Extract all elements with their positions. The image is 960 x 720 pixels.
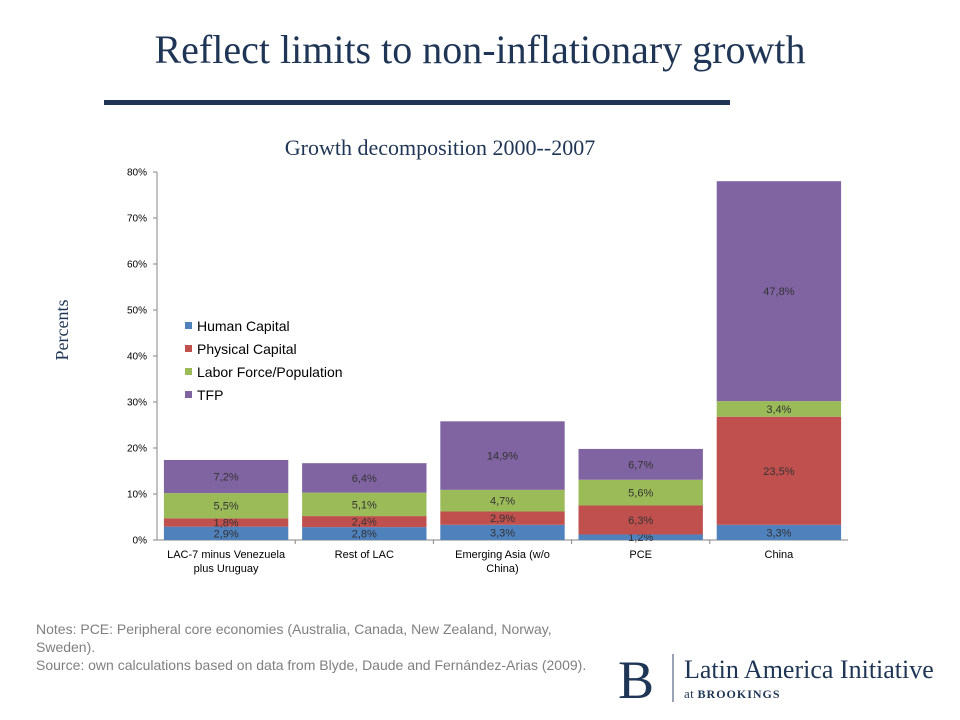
bar-segment xyxy=(440,421,565,490)
data-label: 6,3% xyxy=(628,515,653,527)
legend-label: Human Capital xyxy=(197,318,290,334)
data-label: 2,8% xyxy=(352,529,377,541)
chart-axes: 0% 10% 20% 30% 40% 50% 60% 70% 80% LAC-7 minus Ve… xyxy=(127,168,848,575)
bar-segment xyxy=(578,505,703,535)
bar-segment xyxy=(716,524,842,540)
y-tick-label: 10% xyxy=(127,490,147,501)
bar-segment xyxy=(163,459,289,494)
data-label: 5,5% xyxy=(214,501,239,513)
bar-segment xyxy=(440,524,565,540)
notes-line: Notes: PCE: Peripheral core economies (A… xyxy=(36,621,552,655)
legend-label: Physical Capital xyxy=(197,341,297,357)
legend-swatch xyxy=(185,368,192,375)
data-label: 3,3% xyxy=(766,527,791,539)
bar-segment xyxy=(440,489,565,512)
bar-segment xyxy=(578,448,703,480)
bar-segment xyxy=(163,493,289,519)
bar-segment xyxy=(163,526,289,540)
data-label: 3,4% xyxy=(766,404,791,416)
bar-segment xyxy=(302,527,427,540)
y-tick-label: 80% xyxy=(127,168,147,179)
legend-swatch xyxy=(185,391,192,398)
legend-label: TFP xyxy=(197,387,223,403)
legend-label: Labor Force/Population xyxy=(197,364,343,380)
title-underline xyxy=(104,100,730,105)
chart-bars: 2,9%1,8%5,5%7,2%2,8%2,4%5,1%6,4%3,3%2,9%… xyxy=(163,181,842,544)
data-label: 14,9% xyxy=(487,451,518,463)
y-tick-label: 70% xyxy=(127,214,147,225)
logo-name: Latin America Initiative xyxy=(684,655,934,684)
bar-segment xyxy=(302,516,427,528)
logo-subtitle: at BROOKINGS xyxy=(684,686,781,701)
bar-segment xyxy=(716,416,842,525)
slide-title: Reflect limits to non-inflationary growt… xyxy=(154,27,806,72)
legend-swatch xyxy=(185,345,192,352)
brookings-b-logo-icon: B xyxy=(618,650,654,706)
y-tick-label: 60% xyxy=(127,260,147,271)
y-tick-label: 40% xyxy=(127,352,147,363)
x-tick-label: China xyxy=(765,549,795,561)
stacked-bar-chart: 0% 10% 20% 30% 40% 50% 60% 70% 80% LAC-7 minus Ve… xyxy=(127,168,848,575)
bar-segment xyxy=(302,463,427,493)
x-tick-label: Emerging Asia (w/o China) xyxy=(455,549,550,575)
y-tick-label: 20% xyxy=(127,444,147,455)
data-label: 2,9% xyxy=(490,513,515,525)
bar-segment xyxy=(302,492,427,517)
bar-segment xyxy=(716,401,842,417)
data-label: 1,2% xyxy=(628,532,653,544)
logo-divider xyxy=(672,654,674,702)
x-tick-label: PCE xyxy=(629,549,652,561)
data-label: 5,1% xyxy=(352,499,377,511)
source-line: Source: own calculations based on data f… xyxy=(36,657,587,673)
svg-text:B: B xyxy=(618,650,654,706)
y-tick-label: 30% xyxy=(127,398,147,409)
bar-segment xyxy=(578,479,703,506)
data-label: 3,3% xyxy=(490,527,515,539)
chart-title: Growth decomposition 2000--2007 xyxy=(284,135,596,160)
bar-segment xyxy=(440,511,565,525)
chart-legend: Human Capital Physical Capital Labor Force… xyxy=(185,318,343,403)
x-tick-label: LAC-7 minus Venezuela plus Uruguay xyxy=(167,549,286,575)
data-label: 2,4% xyxy=(352,517,377,529)
data-label: 23,5% xyxy=(763,466,794,478)
y-tick-label: 50% xyxy=(127,306,147,317)
data-label: 7,2% xyxy=(214,472,239,484)
bar-segment xyxy=(716,181,842,402)
data-label: 6,4% xyxy=(352,473,377,485)
data-label: 1,8% xyxy=(214,518,239,530)
x-tick-label: Rest of LAC xyxy=(335,549,394,561)
data-label: 5,6% xyxy=(628,488,653,500)
legend-swatch xyxy=(185,322,192,329)
bar-segment xyxy=(578,534,703,540)
bar-segment xyxy=(163,518,289,527)
notes: Notes: PCE: Peripheral core economies (A… xyxy=(36,620,592,674)
brookings-logo: B Latin America Initiative at BROOKINGS xyxy=(612,648,952,708)
data-label: 4,7% xyxy=(490,496,515,508)
y-tick-label: 0% xyxy=(133,536,148,547)
data-label: 47,8% xyxy=(763,286,794,298)
data-label: 6,7% xyxy=(628,459,653,471)
data-label: 2,9% xyxy=(214,528,239,540)
